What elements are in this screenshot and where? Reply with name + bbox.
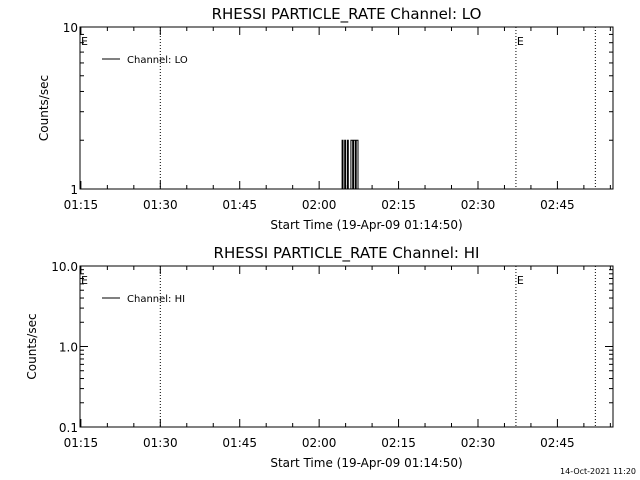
hi-channel-panel: RHESSI PARTICLE_RATE Channel: HI Counts/… [25, 244, 614, 470]
hi-legend-label: Channel: HI [127, 294, 185, 305]
lo-y-axis-label: Counts/sec [37, 75, 51, 141]
lo-x-tick-label: 02:00 [302, 198, 337, 212]
lo-series-line [340, 139, 359, 190]
hi-x-tick-label: 01:45 [222, 436, 257, 450]
lo-x-tick-label: 02:45 [540, 198, 575, 212]
lo-channel-panel: RHESSI PARTICLE_RATE Channel: LO Counts/… [37, 5, 614, 232]
lo-x-tick-label: 01:45 [222, 198, 257, 212]
hi-x-tick-label: 02:45 [540, 436, 575, 450]
lo-y-tick-label: 10 [63, 21, 78, 35]
hi-x-axis-label: Start Time (19-Apr-09 01:14:50) [270, 456, 462, 470]
lo-y-tick-label: 1 [70, 183, 78, 197]
hi-y-tick-label: 0.1 [59, 421, 78, 435]
hi-x-tick-label: 01:15 [64, 436, 99, 450]
lo-x-axis-label: Start Time (19-Apr-09 01:14:50) [270, 218, 462, 232]
lo-x-tick-label: 02:30 [461, 198, 496, 212]
lo-event-marker-label: E [81, 35, 88, 48]
lo-event-marker-label: E [517, 35, 524, 48]
lo-x-tick-label: 01:15 [64, 198, 99, 212]
hi-x-tick-label: 02:30 [461, 436, 496, 450]
lo-legend-label: Channel: LO [127, 55, 188, 66]
hi-chart-title: RHESSI PARTICLE_RATE Channel: HI [214, 244, 480, 263]
lo-chart-title: RHESSI PARTICLE_RATE Channel: LO [212, 5, 482, 24]
plot-timestamp: 14-Oct-2021 11:20 [560, 467, 636, 476]
hi-x-tick-label: 01:30 [143, 436, 178, 450]
hi-y-axis-label: Counts/sec [25, 313, 39, 379]
hi-event-marker-label: E [517, 274, 524, 287]
hi-event-marker-label: E [81, 274, 88, 287]
hi-x-tick-label: 02:00 [302, 436, 337, 450]
lo-x-tick-label: 02:15 [381, 198, 416, 212]
hi-x-tick-label: 02:15 [381, 436, 416, 450]
hi-y-tick-label: 10.0 [51, 260, 78, 274]
lo-x-tick-label: 01:30 [143, 198, 178, 212]
hi-y-tick-label: 1.0 [59, 341, 78, 355]
